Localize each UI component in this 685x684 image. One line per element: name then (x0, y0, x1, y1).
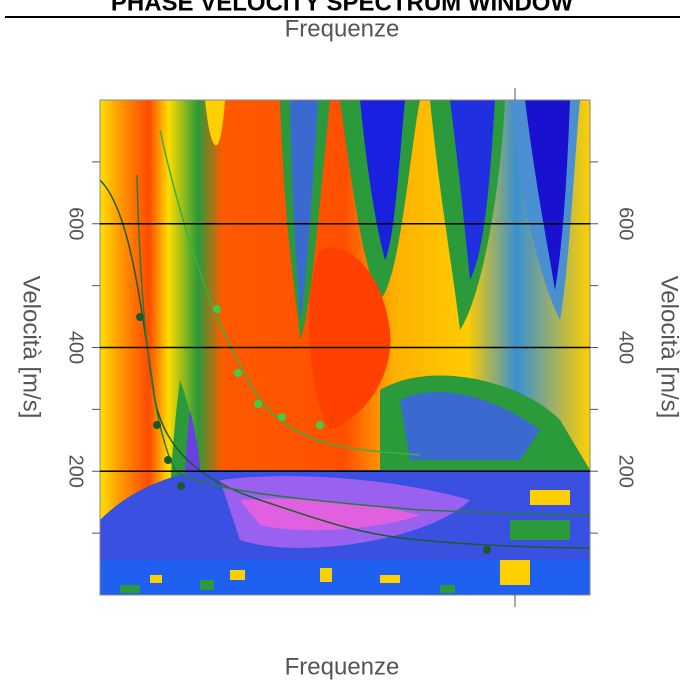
y-axis-label-right: Velocità [m/s] (656, 276, 683, 419)
y-tick-label-right: 200 (615, 455, 637, 488)
y-tick-label: 600 (65, 207, 87, 240)
y-tick-label: 200 (65, 455, 87, 488)
chart-title: Frequenze (285, 15, 400, 42)
spectrum (100, 100, 590, 595)
window-title: PHASE VELOCITY SPECTRUM WINDOW (111, 0, 574, 16)
y-axis-label: Velocità [m/s] (18, 276, 45, 419)
x-axis-label: Frequenze (285, 653, 400, 680)
y-tick-label-right: 600 (615, 207, 637, 240)
y-tick-label-right: 400 (615, 331, 637, 364)
y-tick-label: 400 (65, 331, 87, 364)
